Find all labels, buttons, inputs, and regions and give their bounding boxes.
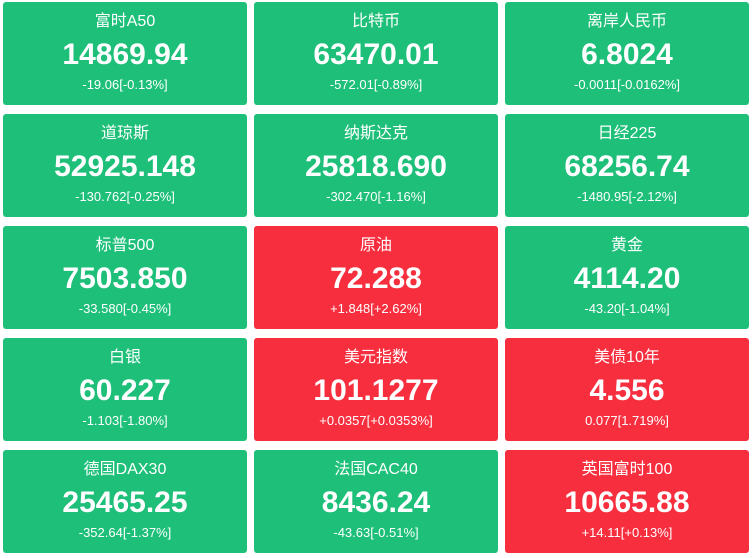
quote-change: -1.103[-1.80%] bbox=[82, 413, 168, 428]
quote-price: 4114.20 bbox=[573, 262, 681, 295]
quote-change: +0.0357[+0.0353%] bbox=[319, 413, 433, 428]
quote-change: -43.20[-1.04%] bbox=[584, 301, 670, 316]
quote-tile[interactable]: 比特币 63470.01 -572.01[-0.89%] bbox=[254, 2, 498, 105]
quote-name: 道琼斯 bbox=[100, 125, 149, 142]
quote-name: 日经225 bbox=[597, 125, 657, 142]
quote-price: 14869.94 bbox=[62, 38, 188, 71]
quote-change: +1.848[+2.62%] bbox=[330, 301, 422, 316]
quote-price: 63470.01 bbox=[313, 38, 439, 71]
quote-tile[interactable]: 美元指数 101.1277 +0.0357[+0.0353%] bbox=[254, 338, 498, 441]
quote-name: 黄金 bbox=[610, 237, 643, 254]
quote-tile[interactable]: 德国DAX30 25465.25 -352.64[-1.37%] bbox=[3, 450, 247, 553]
quote-tile[interactable]: 纳斯达克 25818.690 -302.470[-1.16%] bbox=[254, 114, 498, 217]
quote-tile[interactable]: 美债10年 4.556 0.077[1.719%] bbox=[505, 338, 749, 441]
quote-tile[interactable]: 标普500 7503.850 -33.580[-0.45%] bbox=[3, 226, 247, 329]
quote-price: 6.8024 bbox=[581, 38, 673, 71]
quote-change: -130.762[-0.25%] bbox=[75, 189, 175, 204]
quote-change: -352.64[-1.37%] bbox=[78, 525, 172, 540]
quote-price: 25465.25 bbox=[62, 486, 188, 519]
quote-price: 72.288 bbox=[330, 262, 422, 295]
quote-grid: 富时A50 14869.94 -19.06[-0.13%] 比特币 63470.01 -5… bbox=[3, 2, 750, 554]
quote-name: 美元指数 bbox=[343, 349, 408, 366]
quote-price: 101.1277 bbox=[313, 374, 439, 407]
quote-name: 德国DAX30 bbox=[83, 461, 167, 478]
quote-change: -19.06[-0.13%] bbox=[82, 77, 168, 92]
quote-price: 4.556 bbox=[589, 374, 665, 407]
quote-change: 0.077[1.719%] bbox=[585, 413, 669, 428]
quote-change: -0.0011[-0.0162%] bbox=[574, 77, 680, 92]
quote-tile[interactable]: 法国CAC40 8436.24 -43.63[-0.51%] bbox=[254, 450, 498, 553]
quote-name: 比特币 bbox=[351, 13, 400, 30]
quote-price: 60.227 bbox=[79, 374, 171, 407]
quote-name: 富时A50 bbox=[94, 13, 156, 30]
quote-tile[interactable]: 离岸人民币 6.8024 -0.0011[-0.0162%] bbox=[505, 2, 749, 105]
quote-tile[interactable]: 原油 72.288 +1.848[+2.62%] bbox=[254, 226, 498, 329]
quote-price: 7503.850 bbox=[62, 262, 188, 295]
quote-price: 68256.74 bbox=[564, 150, 690, 183]
quote-price: 25818.690 bbox=[305, 150, 447, 183]
quote-tile[interactable]: 日经225 68256.74 -1480.95[-2.12%] bbox=[505, 114, 749, 217]
quote-change: +14.11[+0.13%] bbox=[581, 525, 673, 540]
quote-change: -43.63[-0.51%] bbox=[333, 525, 419, 540]
quote-name: 美债10年 bbox=[594, 349, 660, 366]
quote-name: 离岸人民币 bbox=[586, 13, 667, 30]
quote-tile[interactable]: 白银 60.227 -1.103[-1.80%] bbox=[3, 338, 247, 441]
quote-name: 白银 bbox=[108, 349, 141, 366]
quote-tile[interactable]: 道琼斯 52925.148 -130.762[-0.25%] bbox=[3, 114, 247, 217]
quote-name: 法国CAC40 bbox=[334, 461, 418, 478]
quote-name: 纳斯达克 bbox=[343, 125, 408, 142]
quote-name: 标普500 bbox=[95, 237, 155, 254]
quote-tile[interactable]: 富时A50 14869.94 -19.06[-0.13%] bbox=[3, 2, 247, 105]
quote-price: 10665.88 bbox=[564, 486, 690, 519]
quote-change: -302.470[-1.16%] bbox=[326, 189, 426, 204]
quote-tile[interactable]: 英国富时100 10665.88 +14.11[+0.13%] bbox=[505, 450, 749, 553]
quote-change: -1480.95[-2.12%] bbox=[577, 189, 677, 204]
quote-tile[interactable]: 黄金 4114.20 -43.20[-1.04%] bbox=[505, 226, 749, 329]
quote-name: 英国富时100 bbox=[581, 461, 673, 478]
quote-price: 52925.148 bbox=[54, 150, 196, 183]
quote-name: 原油 bbox=[359, 237, 392, 254]
quote-change: -33.580[-0.45%] bbox=[78, 301, 172, 316]
quote-change: -572.01[-0.89%] bbox=[329, 77, 423, 92]
quote-price: 8436.24 bbox=[321, 486, 431, 519]
